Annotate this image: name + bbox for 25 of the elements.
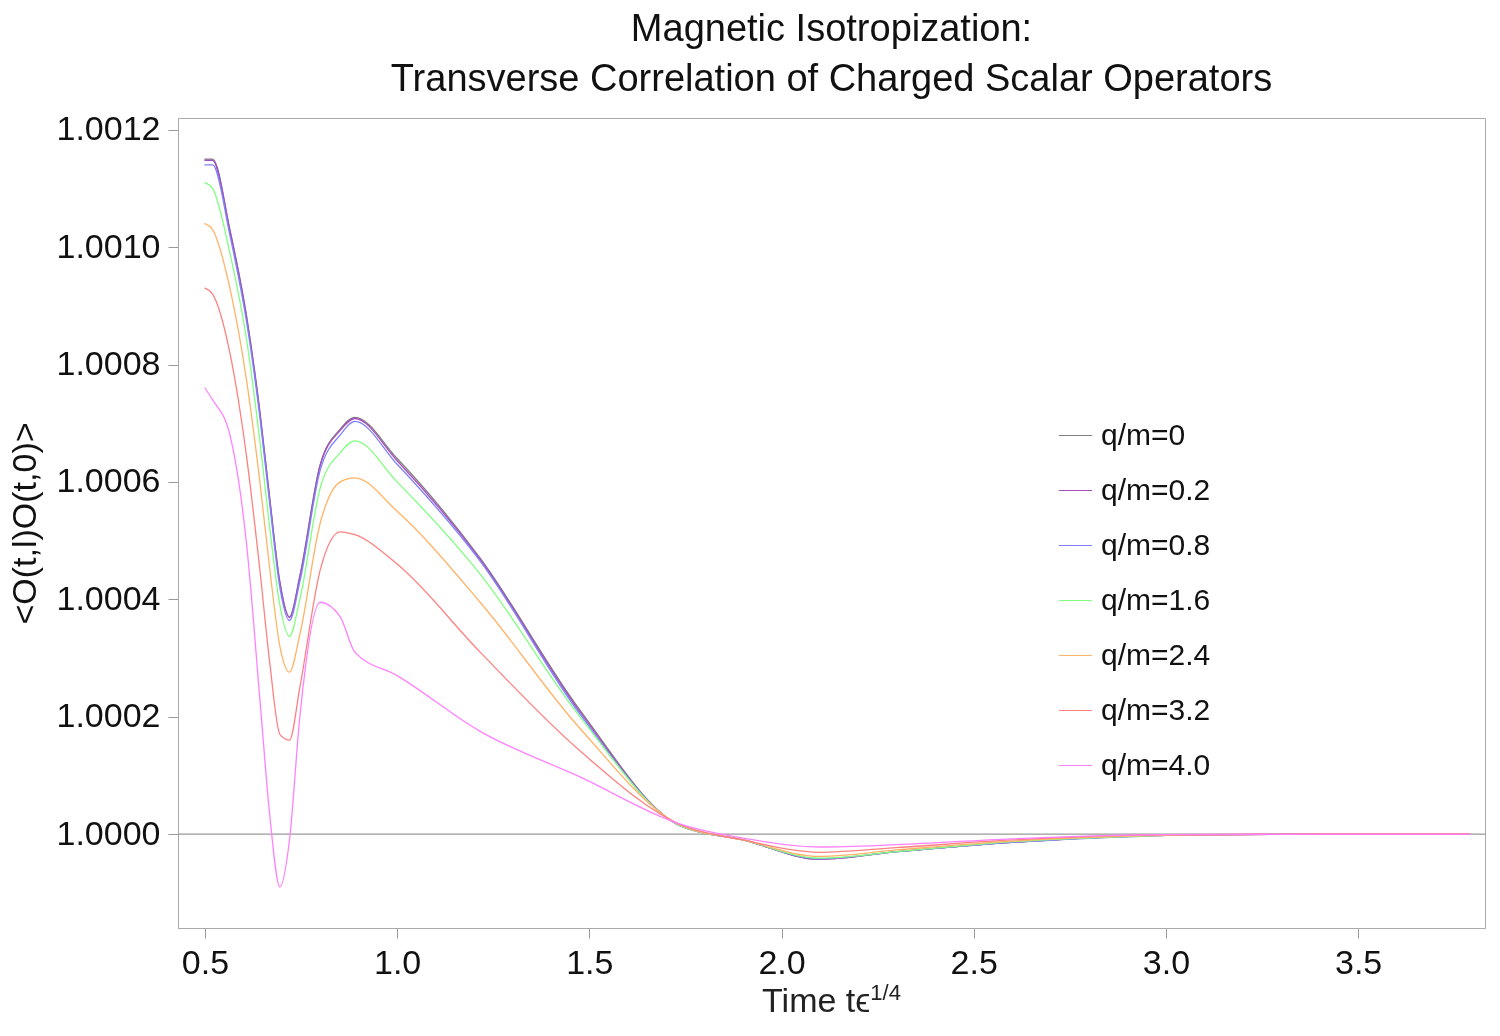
y-tick-label: 1.0000	[56, 813, 161, 852]
legend-label: q/m=0.2	[1101, 472, 1211, 506]
chart-title: Magnetic Isotropization:	[630, 6, 1033, 49]
legend-label: q/m=2.4	[1101, 637, 1211, 671]
y-tick-label: 1.0002	[56, 696, 161, 735]
y-tick-label: 1.0006	[56, 461, 161, 500]
x-tick-label: 3.5	[1335, 942, 1383, 981]
legend-label: q/m=0.8	[1101, 527, 1211, 561]
x-tick-label: 3.0	[1142, 942, 1191, 981]
chart-subtitle: Transverse Correlation of Charged Scalar Operators	[390, 56, 1273, 99]
legend-label: q/m=3.2	[1101, 692, 1211, 726]
x-tick-label: 1.0	[373, 942, 422, 981]
x-tick-label: 2.5	[950, 942, 998, 981]
x-axis-title: Time tϵ$^{1/4}$	[761, 980, 902, 1021]
x-tick-label: 2.0	[758, 942, 806, 981]
y-axis-title: <O(t,l)O(t,0)>	[4, 422, 43, 625]
x-tick-label: 0.5	[181, 942, 230, 981]
x-tick-label: 1.5	[566, 942, 614, 981]
y-tick-label: 1.0004	[56, 578, 161, 617]
legend-label: q/m=1.6	[1101, 582, 1211, 616]
legend-label: q/m=4.0	[1101, 747, 1211, 781]
y-tick-label: 1.0008	[56, 344, 161, 383]
y-tick-label: 1.0012	[56, 109, 161, 148]
legend-label: q/m=0	[1101, 417, 1186, 451]
y-tick-label: 1.0010	[56, 226, 161, 265]
